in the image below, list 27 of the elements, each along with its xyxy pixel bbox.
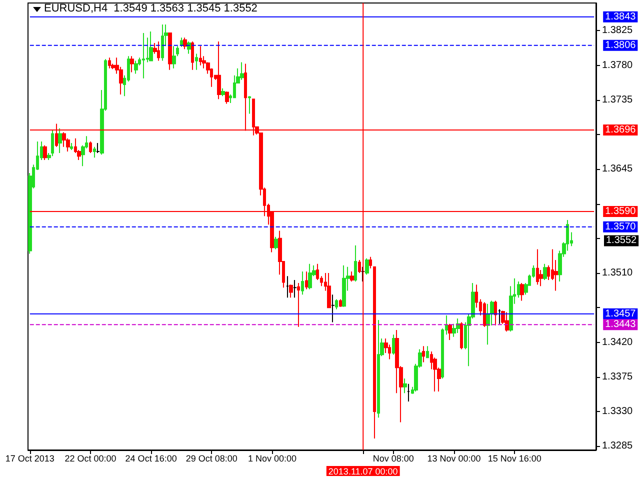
y-tick-label: 1.3825 [602,25,634,36]
x-tick-label: 22 Oct 00:00 [64,454,116,464]
x-tick-label: 17 Oct 2013 [5,454,54,464]
y-tick-label: 1.3285 [602,440,634,452]
y-tick-label: 1.3420 [602,336,634,348]
x-tick-label: 2013.11.07 00:00 [328,466,398,476]
x-tick-label: 24 Oct 16:00 [125,454,177,464]
x-tick-label: 1 Nov 00:00 [248,454,297,464]
ref-line-label: 1.3443 [605,319,636,330]
y-tick-label: 1.3375 [602,371,634,382]
y-tick-label: 1.3510 [602,268,634,279]
x-tick-label: 29 Oct 08:00 [186,454,238,464]
text: 1.3552 [606,235,638,246]
ref-line-label: 1.3843 [605,11,636,22]
y-tick-label: 1.3735 [602,94,634,106]
x-tick-label: Nov 08:00 [372,454,414,464]
y-tick-label: 1.3645 [602,164,634,175]
x-tick-label: 15 Nov 16:00 [488,454,542,464]
ref-line-label: 1.3570 [605,221,636,232]
ref-line-label: 1.3696 [605,124,636,136]
chart-title: EURUSD,H4 1.3549 1.3563 1.3545 1.3552 [44,2,258,14]
ref-line-label: 1.3590 [605,206,636,217]
x-tick-label: 13 Nov 00:00 [427,454,481,464]
ref-line-label: 1.3806 [605,40,636,51]
ref-line-label: 1.3457 [605,308,636,320]
y-tick-label: 1.3780 [602,60,634,71]
y-tick-label: 1.3330 [602,406,634,418]
